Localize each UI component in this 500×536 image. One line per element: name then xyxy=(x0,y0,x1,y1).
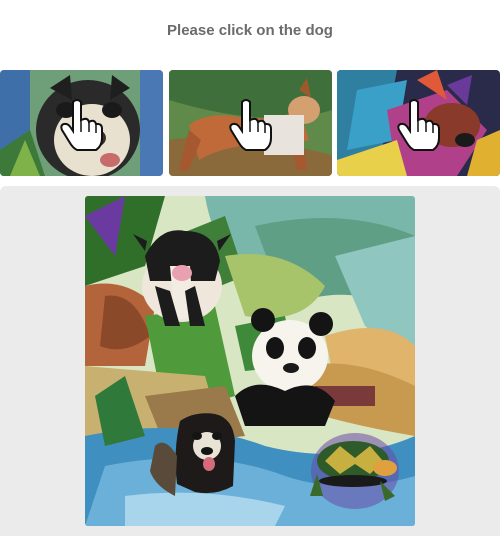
hand-pointer-icon xyxy=(396,99,440,152)
turtle-target[interactable] xyxy=(310,433,399,509)
instruction-text: Please click on the dog xyxy=(167,22,333,39)
dog-target[interactable] xyxy=(150,413,235,496)
challenge-image[interactable] xyxy=(85,196,415,526)
example-image-dog-3[interactable] xyxy=(337,70,500,176)
cow-target[interactable] xyxy=(133,230,231,326)
panda-target[interactable] xyxy=(235,308,335,426)
hand-pointer-icon xyxy=(228,99,272,152)
example-images-row xyxy=(0,70,500,176)
challenge-scene xyxy=(85,196,415,526)
example-image-dog-2[interactable] xyxy=(169,70,332,176)
hand-pointer-icon xyxy=(59,99,103,152)
example-image-dog-1[interactable] xyxy=(0,70,163,176)
